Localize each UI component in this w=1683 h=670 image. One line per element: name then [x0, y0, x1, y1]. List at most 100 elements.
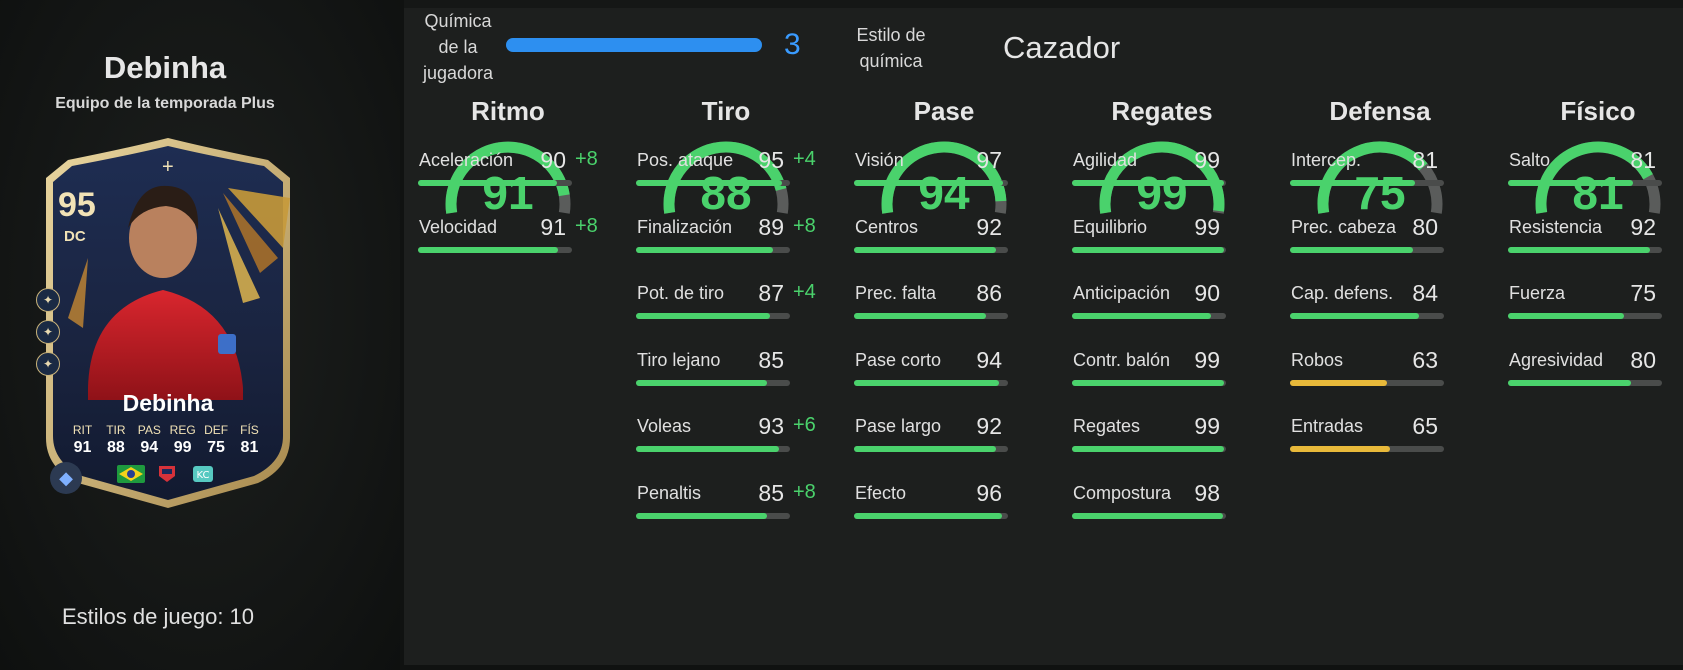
stat-name: Tiro lejano	[637, 349, 721, 370]
stat-value: 95	[758, 147, 784, 173]
stat-row[interactable]: Prec. cabeza 80	[1290, 214, 1470, 257]
stat-category-físico: Físico 81 Salto 81 Resistencia 92 Fuerza 75 Agre…	[1508, 96, 1683, 656]
stat-value: 63	[1412, 346, 1438, 373]
chemistry-label-line: Química	[424, 11, 492, 31]
stat-row[interactable]: Aceleración 90 +8	[418, 147, 598, 190]
stat-row[interactable]: Pase largo 92	[854, 413, 1034, 456]
gauge-fill	[1535, 141, 1653, 214]
stat-bar-track	[1290, 379, 1444, 386]
stat-bar-track	[1290, 180, 1444, 186]
stat-bar-track	[1290, 246, 1444, 253]
stat-row[interactable]: Efecto 96	[854, 480, 1034, 523]
stat-chem-bonus: +8	[793, 480, 816, 503]
category-title: Regates	[1111, 96, 1213, 126]
stat-name: Robos	[1291, 349, 1344, 370]
stat-name: Entradas	[1291, 416, 1364, 436]
stat-name: Regates	[1073, 416, 1141, 436]
stat-row[interactable]: Compostura 98	[1072, 480, 1252, 523]
playstyle-icon: ✦	[36, 352, 60, 376]
stat-row[interactable]: Anticipación 90	[1072, 280, 1252, 323]
stat-row[interactable]: Fuerza 75	[1508, 280, 1683, 323]
stat-value: 87	[758, 280, 784, 306]
stat-category-ritmo: Ritmo 91 Aceleración 90 +8 Velocidad 91 +8	[418, 96, 598, 656]
stat-name: Equilibrio	[1073, 216, 1148, 237]
stat-bar-fill	[854, 379, 999, 386]
stat-bar-fill	[854, 512, 1002, 519]
stat-name: Centros	[855, 216, 919, 237]
stat-row[interactable]: Robos 63	[1290, 346, 1470, 390]
stat-chem-bonus: +4	[793, 148, 816, 170]
stat-category-pase: Pase 94 Visión 97 Centros 92 Prec. falta 86 Pase…	[854, 96, 1034, 656]
stat-bar-track	[418, 246, 572, 253]
gauge-fill	[881, 141, 1007, 214]
stat-name: Contr. balón	[1073, 349, 1171, 370]
stat-name: Pase largo	[855, 416, 942, 436]
stat-bar-fill	[1508, 246, 1650, 253]
card-stat-label: REG	[169, 423, 196, 437]
stat-row[interactable]: Prec. falta 86	[854, 280, 1034, 323]
stat-value: 99	[1194, 346, 1220, 373]
stat-name: Pot. de tiro	[637, 283, 725, 303]
stat-bar-fill	[636, 246, 774, 253]
card-player-name: Debinha	[122, 390, 214, 416]
chemistry-value: 3	[784, 28, 801, 61]
stat-value: 92	[976, 413, 1002, 439]
stat-row[interactable]: Visión 97	[854, 147, 1034, 190]
card-stat-value: 94	[140, 439, 159, 456]
stat-category-tiro: Tiro 88 Pos. ataque 95 +4 Finalización 89 +8 Pot…	[636, 96, 816, 656]
stat-row[interactable]: Entradas 65	[1290, 413, 1470, 456]
category-value: 94	[918, 167, 970, 219]
stat-row[interactable]: Agilidad 99	[1072, 147, 1252, 190]
stat-row[interactable]: Pos. ataque 95 +4	[636, 147, 816, 190]
stat-row[interactable]: Equilibrio 99	[1072, 214, 1252, 257]
stat-row[interactable]: Contr. balón 99	[1072, 346, 1252, 390]
stat-value: 92	[1630, 213, 1656, 240]
stat-bar-fill	[418, 180, 557, 186]
stat-row[interactable]: Penaltis 85 +8	[636, 480, 816, 523]
stat-row[interactable]: Voleas 93 +6	[636, 413, 816, 456]
stat-bar-track	[418, 180, 572, 186]
player-card[interactable]: + 95 DC ✦ ✦ ✦ Debinha RIT 91 TIR 88 PAS 94 …	[28, 138, 308, 510]
stat-row[interactable]: Tiro lejano 85	[636, 347, 816, 390]
stat-row[interactable]: Resistencia 92	[1508, 213, 1683, 257]
player-name: Debinha	[103, 50, 227, 85]
stat-name: Penaltis	[637, 482, 702, 503]
stat-bar-fill	[854, 446, 996, 452]
card-stat-label: FÍS	[240, 423, 259, 437]
stat-value: 99	[1194, 147, 1220, 173]
stat-row[interactable]: Agresividad 80	[1508, 347, 1683, 390]
stat-row[interactable]: Cap. defens. 84	[1290, 280, 1470, 323]
stat-chem-bonus: +8	[575, 148, 598, 170]
stat-name: Voleas	[637, 416, 692, 436]
stat-bar-fill	[636, 512, 767, 519]
stat-row[interactable]: Regates 99	[1072, 413, 1252, 456]
stat-row[interactable]: Intercep. 81	[1290, 147, 1470, 190]
player-subtitle: Equipo de la temporada Plus	[55, 95, 275, 112]
stat-row[interactable]: Centros 92	[854, 213, 1034, 257]
chem-style-value[interactable]: Cazador	[1003, 30, 1121, 65]
stat-chem-bonus: +6	[793, 414, 816, 436]
stat-row[interactable]: Pase corto 94	[854, 347, 1034, 390]
gauge-fill	[1317, 141, 1428, 214]
stat-row[interactable]: Finalización 89 +8	[636, 214, 816, 257]
evolution-icon[interactable]: ◆	[50, 462, 82, 494]
stat-row[interactable]: Pot. de tiro 87 +4	[636, 280, 816, 323]
stat-bar-fill	[1072, 512, 1223, 519]
stat-value: 92	[976, 213, 1002, 240]
stat-name: Visión	[855, 150, 904, 170]
stat-bar-fill	[854, 180, 1004, 186]
stat-bar-track	[1072, 313, 1226, 319]
stat-row[interactable]: Velocidad 91 +8	[418, 214, 598, 257]
stat-bar-track	[854, 512, 1008, 519]
stat-chem-bonus: +8	[575, 214, 598, 237]
chem-style-label: Estilo de química	[846, 22, 936, 74]
playstyle-icon: ✦	[36, 288, 60, 312]
stat-bar-fill	[1290, 313, 1420, 319]
stat-value: 84	[1412, 280, 1438, 306]
stat-bar-fill	[1290, 379, 1388, 386]
stat-row[interactable]: Salto 81	[1508, 147, 1683, 190]
stat-value: 81	[1630, 147, 1656, 173]
card-stat-value: 75	[207, 439, 225, 456]
stat-name: Agresividad	[1509, 349, 1604, 370]
top-strip	[404, 0, 1683, 8]
